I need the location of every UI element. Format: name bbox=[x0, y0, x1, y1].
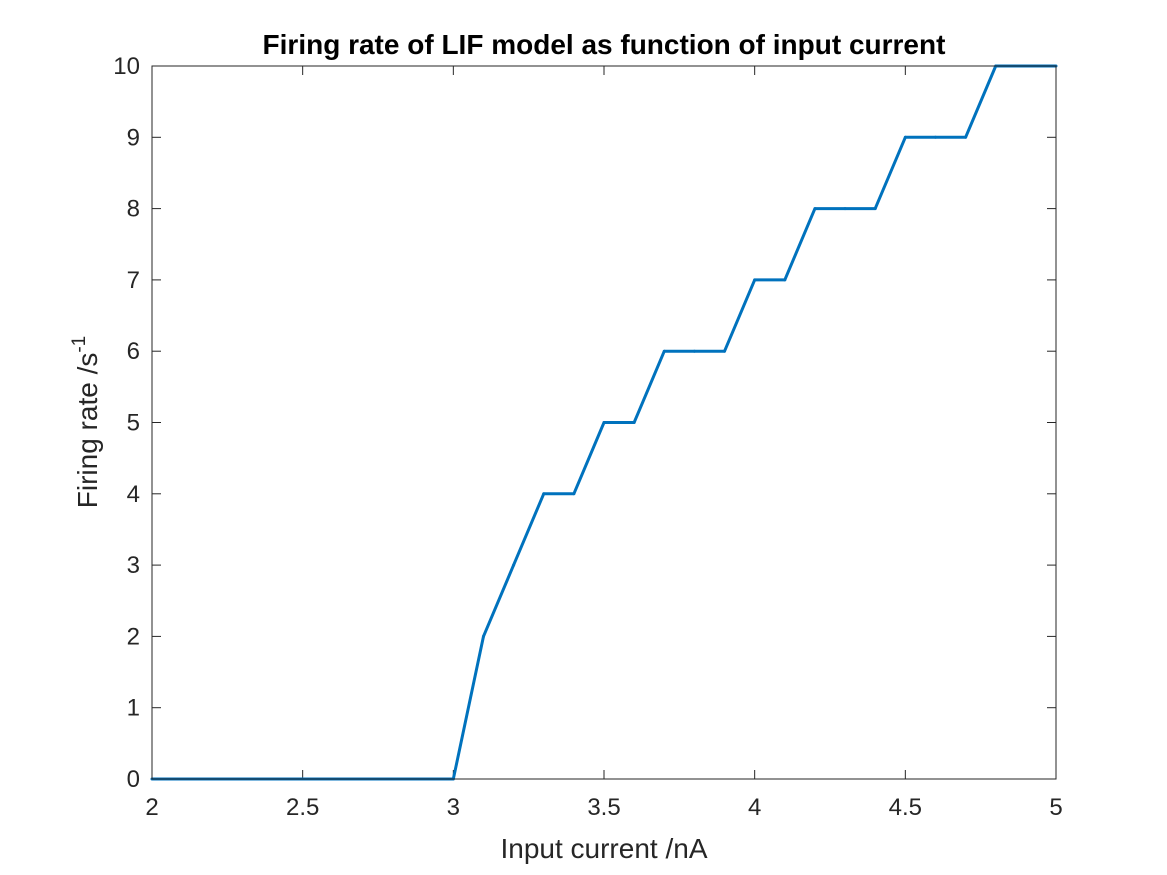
x-tick-label: 4.5 bbox=[889, 794, 922, 821]
x-tick-label: 3.5 bbox=[587, 794, 620, 821]
data-point bbox=[813, 207, 817, 211]
y-tick-label: 0 bbox=[127, 766, 140, 793]
data-point bbox=[662, 349, 666, 353]
data-point bbox=[723, 349, 727, 353]
y-axis-title-main: Firing rate /s bbox=[72, 353, 103, 509]
x-tick-label: 4 bbox=[748, 794, 761, 821]
data-point bbox=[512, 563, 516, 567]
y-tick-label: 7 bbox=[127, 267, 140, 294]
y-tick-label: 9 bbox=[127, 124, 140, 151]
x-tick-label: 2.5 bbox=[286, 794, 319, 821]
x-tick-label: 5 bbox=[1049, 794, 1062, 821]
ticks-layer bbox=[151, 65, 1057, 780]
data-point bbox=[873, 207, 877, 211]
y-tick-label: 6 bbox=[127, 338, 140, 365]
y-tick-label: 10 bbox=[113, 53, 140, 80]
data-point bbox=[481, 634, 485, 638]
tick-labels-layer: 2 2.5 3 3.5 4 4.5 5 0 1 2 3 4 5 6 7 8 9 10 bbox=[113, 53, 1062, 821]
data-point bbox=[753, 278, 757, 282]
data-point bbox=[933, 135, 937, 139]
x-axis-title: Input current /nA bbox=[500, 833, 707, 864]
data-point bbox=[903, 135, 907, 139]
y-tick-label: 5 bbox=[127, 410, 140, 437]
chart-title: Firing rate of LIF model as function of … bbox=[263, 29, 946, 60]
y-axis-title-superscript: -1 bbox=[69, 336, 90, 353]
y-axis-title: Firing rate /s-1 bbox=[69, 336, 103, 509]
data-point bbox=[572, 492, 576, 496]
x-tick-label: 3 bbox=[447, 794, 460, 821]
data-point bbox=[632, 421, 636, 424]
data-point bbox=[843, 207, 847, 211]
data-point bbox=[692, 349, 696, 353]
axes-box bbox=[151, 65, 1057, 780]
y-tick-label: 2 bbox=[127, 623, 140, 650]
y-tick-label: 4 bbox=[127, 481, 140, 508]
data-point bbox=[783, 278, 787, 282]
data-point bbox=[964, 135, 968, 139]
y-tick-label: 3 bbox=[127, 552, 140, 579]
data-point bbox=[542, 492, 546, 496]
x-tick-label: 2 bbox=[145, 794, 158, 821]
y-tick-label: 1 bbox=[127, 695, 140, 722]
y-tick-label: 8 bbox=[127, 196, 140, 223]
data-point bbox=[602, 421, 606, 424]
